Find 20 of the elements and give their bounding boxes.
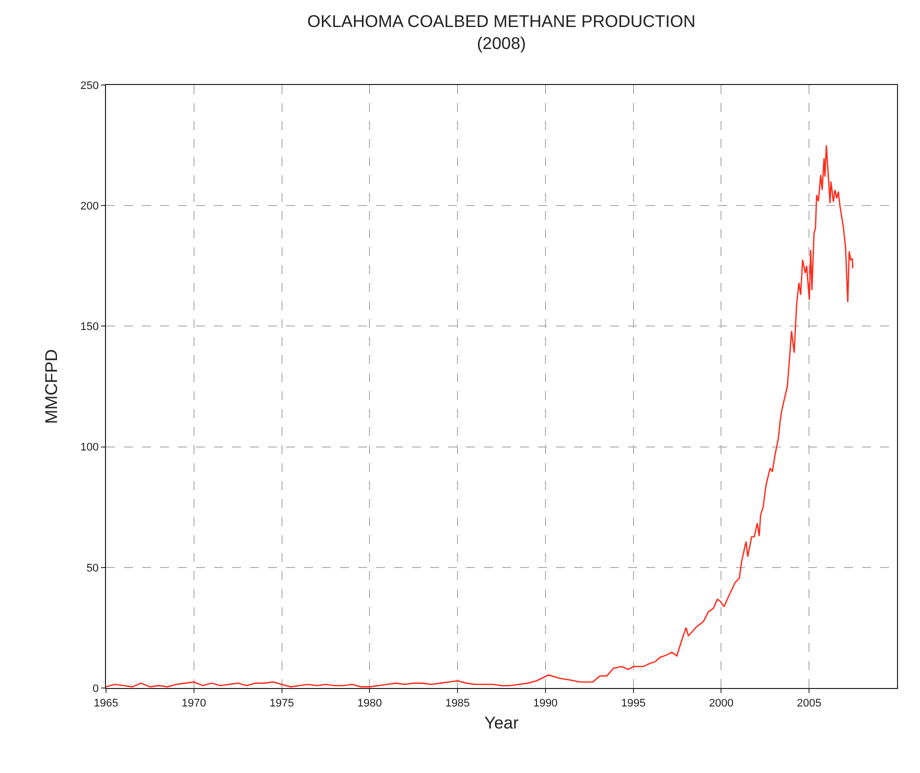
- y-tick-label: 0: [92, 682, 99, 695]
- x-tick-label: 1995: [621, 697, 646, 710]
- x-tick-label: 1980: [357, 697, 382, 710]
- x-tick-label: 1975: [270, 697, 294, 710]
- y-tick-label: 150: [80, 321, 99, 334]
- y-axis-title: MMCFPD: [42, 349, 61, 424]
- y-tick-label: 100: [80, 442, 99, 454]
- x-tick-label: 1985: [445, 697, 470, 710]
- x-tick-label: 2005: [796, 697, 822, 710]
- chart-title: OKLAHOMA COALBED METHANE PRODUCTION: [307, 12, 696, 32]
- line-series: [106, 144, 854, 688]
- x-tick-label: 2000: [708, 697, 734, 710]
- x-tick-label: 1990: [533, 697, 558, 710]
- y-tick-label: 50: [86, 562, 99, 574]
- x-axis-title: Year: [484, 714, 520, 733]
- x-tick-label: 1970: [182, 697, 206, 710]
- y-tick-label: 200: [80, 200, 99, 212]
- chart-subtitle: (2008): [476, 34, 526, 54]
- y-tick-label: 250: [80, 80, 99, 92]
- x-tick-label: 1965: [94, 697, 118, 710]
